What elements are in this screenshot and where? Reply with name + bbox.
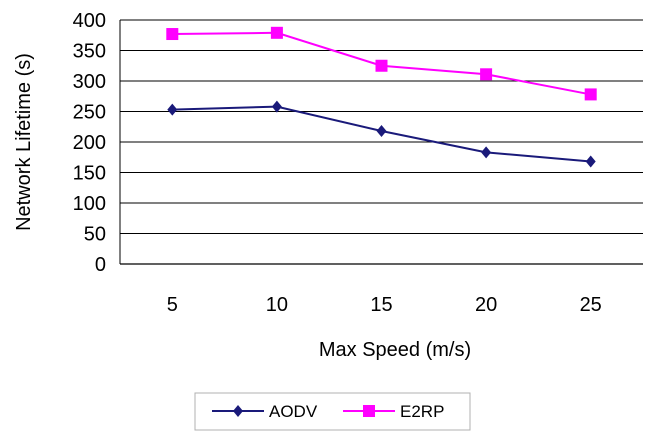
- x-axis-title: Max Speed (m/s): [319, 339, 471, 361]
- y-tick-label: 0: [95, 254, 106, 276]
- legend-item-e2rp: E2RP: [343, 402, 444, 421]
- data-point: [375, 59, 388, 72]
- x-tick-label: 15: [370, 294, 392, 316]
- y-tick-label: 150: [73, 163, 106, 185]
- legend: AODV E2RP: [194, 392, 471, 431]
- data-point: [166, 28, 179, 41]
- data-point: [271, 100, 282, 113]
- x-tick-label: 5: [167, 294, 178, 316]
- y-tick-label: 50: [84, 224, 106, 246]
- x-tick-labels: 5 10 15 20 25: [167, 294, 602, 316]
- legend-swatch-marker: [233, 405, 243, 417]
- series-e2rp: [166, 26, 597, 101]
- gridlines: [119, 19, 643, 265]
- legend-swatch-marker: [363, 405, 375, 417]
- y-tick-label: 300: [73, 71, 106, 93]
- y-tick-label: 250: [73, 102, 106, 124]
- data-point: [584, 88, 597, 101]
- y-tick-label: 350: [73, 41, 106, 63]
- y-tick-labels: 0 50 100 150 200 250 300 350 400: [73, 10, 106, 276]
- series-aodv: [167, 100, 596, 168]
- y-tick-label: 200: [73, 132, 106, 154]
- series-group: [166, 26, 597, 168]
- x-tick-label: 25: [580, 294, 602, 316]
- x-tick-label: 20: [475, 294, 497, 316]
- data-point: [270, 26, 283, 39]
- y-axis-title: Network Lifetime (s): [13, 53, 35, 231]
- y-tick-label: 100: [73, 193, 106, 215]
- data-point: [481, 146, 492, 159]
- legend-item-aodv: AODV: [212, 402, 318, 421]
- data-point: [167, 103, 178, 116]
- x-tick-label: 10: [266, 294, 288, 316]
- data-point: [585, 155, 596, 168]
- legend-label: E2RP: [400, 402, 444, 421]
- legend-label: AODV: [269, 402, 318, 421]
- data-point: [480, 68, 493, 81]
- y-tick-label: 400: [73, 10, 106, 32]
- data-point: [376, 125, 387, 138]
